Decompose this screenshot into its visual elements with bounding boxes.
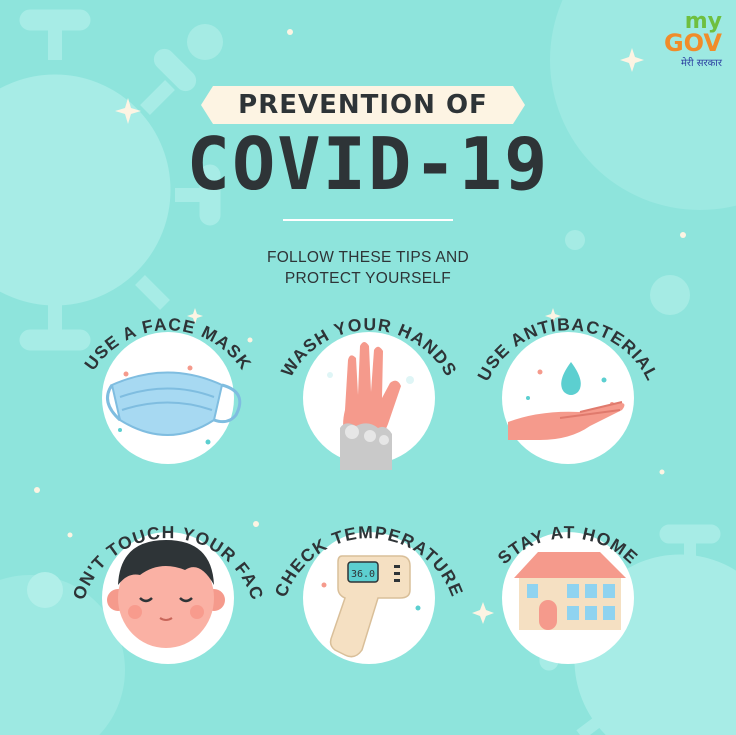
sanitizer-hand-icon — [508, 362, 625, 440]
subtitle-line-2: PROTECT YOURSELF — [284, 270, 452, 287]
tip-antibacterial: USE ANTIBACTERIAL — [473, 314, 662, 464]
title-divider — [283, 219, 453, 221]
logo-my-text: my — [684, 9, 722, 34]
blob-bottom-left — [0, 575, 125, 735]
tip-wash-hands: WASH YOUR HANDS — [277, 314, 460, 470]
tip-label: DON'T TOUCH YOUR FACE — [0, 0, 268, 603]
thermometer-reading: 36.0 — [351, 569, 375, 580]
thermometer-icon: 36.0 — [321, 555, 421, 658]
tip-circle — [502, 332, 634, 464]
blob-top-right — [550, 0, 736, 210]
subtitle: FOLLOW THESE TIPS AND PROTECT YOURSELF — [0, 247, 736, 289]
hand-wash-icon — [327, 342, 414, 470]
tip-face-mask: USE A FACE MASK — [80, 314, 255, 464]
mygov-logo: my GOV मेरी सरकार — [632, 9, 722, 70]
house-icon — [514, 552, 626, 630]
logo-gov-text: GOV — [663, 29, 722, 57]
face-mask-icon — [106, 365, 242, 445]
virus-decoration-top-left — [0, 9, 221, 351]
face-icon — [107, 540, 225, 648]
tip-stay-at-home: STAY AT HOME — [494, 522, 641, 664]
title-small: PREVENTION OF — [238, 90, 488, 120]
page-title: COVID-19 — [186, 122, 550, 206]
subtitle-line-1: FOLLOW THESE TIPS AND — [266, 249, 470, 266]
title-banner: PREVENTION OF — [201, 86, 525, 124]
tip-check-temperature: CHECK TEMPERATURE 36.0 — [271, 522, 466, 664]
logo-tagline: मेरी सरकार — [680, 58, 722, 69]
sparkle-decorations — [34, 29, 686, 624]
